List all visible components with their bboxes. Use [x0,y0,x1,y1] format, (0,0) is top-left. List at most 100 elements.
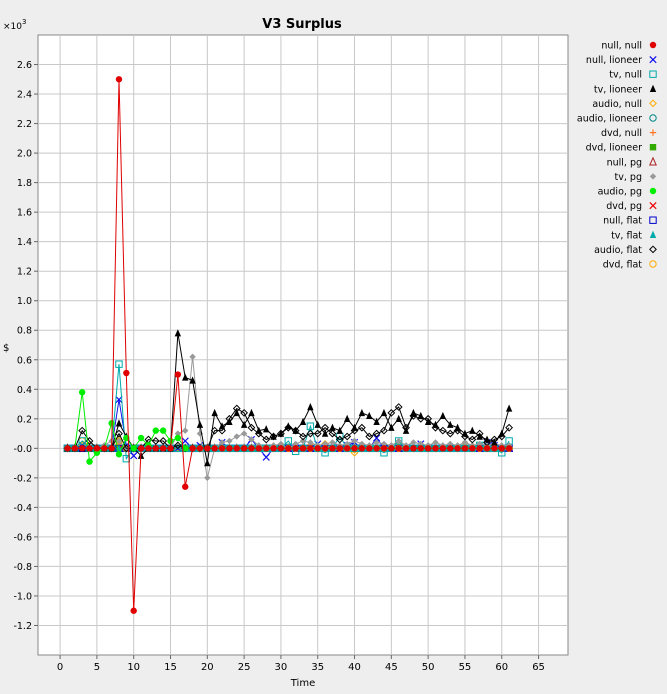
data-point [461,445,469,452]
y-tick-label: 1.2 [17,267,32,278]
data-point [432,420,439,428]
data-point [233,408,240,417]
data-point [388,423,395,431]
data-point [432,445,439,452]
data-point [469,426,476,434]
legend-marker [649,260,657,268]
data-point [277,440,285,448]
data-point [373,445,380,452]
data-point [447,445,454,452]
data-point [447,440,454,448]
data-point [151,437,160,445]
data-point [343,432,352,441]
data-point [240,420,248,428]
data-point [321,429,329,437]
legend-item: null, pg [607,156,657,168]
data-point [329,445,336,452]
legend-item: tv, pg [615,172,657,183]
data-point [159,445,167,452]
y-tick-label: 1.6 [17,208,32,219]
y-tick-label: 2.6 [17,60,32,71]
legend-label: dvd, lioneer [586,143,643,154]
x-tick-label: 30 [275,662,288,673]
data-point [366,411,373,420]
data-point [505,445,513,452]
data-point [468,435,477,444]
data-point [182,483,189,490]
y-tick-label: -0.0 [13,444,32,455]
data-point [461,429,469,437]
data-point [130,445,137,452]
chart-title: V3 Surplus [262,17,342,32]
data-point [115,360,123,368]
legend-item: audio, null [592,99,657,110]
data-point [336,445,344,452]
data-point [248,436,255,443]
data-point [182,427,189,434]
data-point [262,435,271,444]
marker-stroke [262,453,270,461]
legend-label: audio, null [592,99,642,110]
data-point [335,435,344,444]
data-point [314,445,321,452]
y-tick-label: 0.8 [17,326,32,337]
data-point [115,437,123,445]
data-point [380,426,388,435]
x-tick-label: 40 [348,662,361,673]
data-point [248,445,255,452]
legend-marker [649,230,657,238]
y-tick-label: -1.0 [13,591,32,602]
marker-stroke [649,55,657,64]
data-point [461,439,469,446]
data-point [196,420,204,428]
data-point [476,440,483,448]
data-point [505,404,513,412]
data-point [447,420,454,428]
legend-label: dvd, pg [606,201,642,212]
data-point [86,445,93,452]
data-point [454,445,461,452]
data-point [174,329,182,337]
legend-item: dvd, null [601,128,657,139]
data-point [262,425,270,433]
x-tick-label: 15 [164,662,177,673]
y-axis-label: $ [3,343,9,354]
data-point [358,408,366,417]
data-point [476,445,483,452]
data-point [262,445,270,452]
legend-marker [649,55,657,64]
data-point [410,408,417,417]
data-point [285,445,292,452]
series-layer [63,76,514,614]
data-point [248,408,255,417]
data-point [380,445,388,452]
data-point [292,445,299,452]
data-point [277,445,285,452]
data-point [321,440,329,448]
data-point [159,437,168,445]
data-point [284,437,292,445]
data-point [483,445,491,452]
legend-label: audio, lioneer [577,114,642,125]
data-point [424,417,432,425]
x-tick-label: 60 [495,662,508,673]
data-point [373,439,380,446]
legend: null, null null, lioneer tv, null tv, lione… [577,41,657,271]
data-point [410,445,417,452]
legend-marker [649,201,657,210]
data-point [211,445,218,452]
legend-marker [649,84,657,92]
data-point [373,417,380,425]
data-point [314,420,321,428]
data-point [174,430,182,437]
marker-stroke [649,201,657,210]
data-point [483,435,491,443]
x-axis-label: Time [290,678,315,689]
legend-item: audio, lioneer [577,114,657,125]
data-point [247,423,256,432]
legend-label: null, flat [603,216,642,227]
x-tick-label: 65 [532,662,545,673]
data-point [122,454,131,463]
data-point [372,429,381,438]
data-point [329,423,336,431]
